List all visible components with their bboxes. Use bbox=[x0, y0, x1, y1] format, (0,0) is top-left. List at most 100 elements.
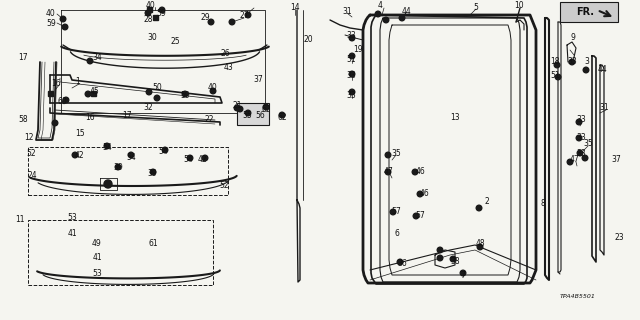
Text: 40: 40 bbox=[208, 84, 218, 92]
Text: 43: 43 bbox=[223, 62, 233, 71]
Text: 7: 7 bbox=[461, 271, 465, 281]
Text: 16: 16 bbox=[51, 79, 61, 89]
Text: 51: 51 bbox=[550, 71, 560, 81]
Text: 34: 34 bbox=[92, 52, 102, 61]
Text: 54: 54 bbox=[158, 147, 168, 156]
Text: 58: 58 bbox=[18, 116, 28, 124]
Text: 52: 52 bbox=[219, 181, 229, 190]
Circle shape bbox=[62, 24, 68, 30]
Circle shape bbox=[417, 191, 423, 197]
Circle shape bbox=[460, 270, 466, 276]
Circle shape bbox=[159, 7, 165, 13]
Circle shape bbox=[104, 180, 112, 188]
Text: 62: 62 bbox=[261, 106, 271, 115]
Text: 18: 18 bbox=[550, 58, 560, 67]
Text: 42: 42 bbox=[74, 150, 84, 159]
Circle shape bbox=[182, 91, 188, 97]
Circle shape bbox=[349, 71, 355, 77]
Text: 19: 19 bbox=[353, 44, 363, 53]
Bar bbox=[47, 91, 52, 95]
Circle shape bbox=[554, 62, 560, 68]
Circle shape bbox=[279, 112, 285, 118]
Circle shape bbox=[72, 152, 78, 158]
Circle shape bbox=[229, 19, 235, 25]
Text: 46: 46 bbox=[420, 189, 430, 198]
Circle shape bbox=[60, 16, 66, 22]
Text: 4: 4 bbox=[378, 2, 383, 11]
Circle shape bbox=[237, 106, 243, 112]
Circle shape bbox=[187, 155, 193, 161]
Circle shape bbox=[477, 244, 483, 250]
Text: 48: 48 bbox=[475, 239, 485, 249]
Circle shape bbox=[349, 35, 355, 41]
Text: 17: 17 bbox=[122, 111, 132, 121]
Text: 46: 46 bbox=[415, 167, 425, 177]
Circle shape bbox=[383, 17, 389, 23]
Text: 47: 47 bbox=[570, 156, 580, 164]
Text: FR.: FR. bbox=[576, 7, 594, 17]
Text: 2: 2 bbox=[484, 197, 490, 206]
Circle shape bbox=[128, 152, 134, 158]
Text: 1: 1 bbox=[76, 77, 81, 86]
Text: 15: 15 bbox=[75, 130, 85, 139]
Circle shape bbox=[582, 155, 588, 161]
Circle shape bbox=[349, 89, 355, 95]
Circle shape bbox=[399, 15, 405, 21]
Text: 30: 30 bbox=[147, 34, 157, 43]
Text: 31: 31 bbox=[342, 6, 352, 15]
Text: 39: 39 bbox=[147, 170, 157, 179]
Text: 44: 44 bbox=[598, 66, 608, 75]
Text: 17: 17 bbox=[18, 53, 28, 62]
Text: 33: 33 bbox=[567, 58, 577, 67]
Bar bbox=[152, 14, 157, 20]
Circle shape bbox=[385, 152, 391, 158]
Text: 62: 62 bbox=[277, 114, 287, 123]
Text: 26: 26 bbox=[220, 50, 230, 59]
Circle shape bbox=[567, 159, 573, 165]
Text: 33: 33 bbox=[576, 149, 586, 158]
Text: 22: 22 bbox=[204, 116, 214, 124]
Text: 9: 9 bbox=[571, 34, 575, 43]
Text: 12: 12 bbox=[24, 133, 34, 142]
Circle shape bbox=[576, 135, 582, 141]
Circle shape bbox=[375, 11, 381, 17]
Circle shape bbox=[146, 89, 152, 95]
Circle shape bbox=[154, 95, 160, 101]
Circle shape bbox=[397, 259, 403, 265]
Text: 27: 27 bbox=[239, 12, 249, 20]
Circle shape bbox=[87, 58, 93, 64]
Circle shape bbox=[450, 256, 456, 262]
Circle shape bbox=[476, 205, 482, 211]
Circle shape bbox=[385, 169, 391, 175]
Text: 33: 33 bbox=[346, 71, 356, 81]
Circle shape bbox=[115, 164, 121, 170]
Text: 54: 54 bbox=[126, 154, 136, 163]
Text: 11: 11 bbox=[15, 215, 25, 225]
Text: 20: 20 bbox=[303, 36, 313, 44]
Circle shape bbox=[85, 91, 91, 97]
Text: 8: 8 bbox=[541, 199, 545, 209]
FancyBboxPatch shape bbox=[560, 2, 618, 22]
Text: 57: 57 bbox=[391, 207, 401, 217]
Text: 33: 33 bbox=[576, 133, 586, 142]
Text: 39: 39 bbox=[113, 164, 123, 172]
Circle shape bbox=[349, 53, 355, 59]
Text: 28: 28 bbox=[143, 15, 153, 25]
Circle shape bbox=[412, 169, 418, 175]
Circle shape bbox=[162, 147, 168, 153]
Text: 56: 56 bbox=[255, 111, 265, 121]
Circle shape bbox=[437, 255, 443, 261]
Text: 57: 57 bbox=[415, 212, 425, 220]
Text: 40: 40 bbox=[46, 10, 56, 19]
Text: 23: 23 bbox=[614, 234, 624, 243]
Text: 41: 41 bbox=[67, 229, 77, 238]
Text: 13: 13 bbox=[450, 114, 460, 123]
Text: 45: 45 bbox=[90, 87, 100, 97]
Circle shape bbox=[583, 67, 589, 73]
Text: 59: 59 bbox=[156, 9, 166, 18]
Circle shape bbox=[202, 155, 208, 161]
Text: 52: 52 bbox=[26, 149, 36, 158]
Circle shape bbox=[390, 209, 396, 215]
Text: 38: 38 bbox=[450, 258, 460, 267]
Text: 10: 10 bbox=[514, 2, 524, 11]
